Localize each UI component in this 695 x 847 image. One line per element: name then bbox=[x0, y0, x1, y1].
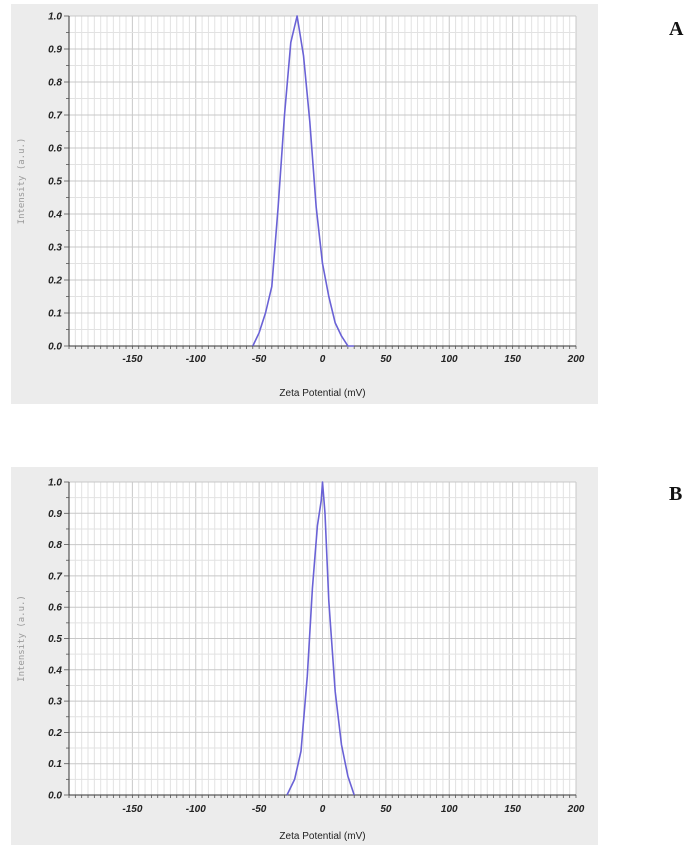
zeta-chart-b: 0.0 0.1 0.2 0.3 0.4 0.5 0.6 0.7 0.8 0.9 1.0 -150 -10… bbox=[17, 478, 585, 843]
panel-label-b: B bbox=[669, 483, 683, 505]
x-tick-label: 50 bbox=[380, 354, 392, 365]
chart-panel-b: 0.0 0.1 0.2 0.3 0.4 0.5 0.6 0.7 0.8 0.9 1.0 -150 -10… bbox=[11, 467, 598, 845]
zeta-chart-a: 0.0 0.1 0.2 0.3 0.4 0.5 0.6 0.7 0.8 0.9 1.0 -150 -10… bbox=[17, 12, 585, 400]
grid bbox=[68, 481, 577, 796]
x-tick-label: -100 bbox=[186, 804, 206, 815]
y-tick-label: 0.6 bbox=[48, 603, 62, 614]
x-axis-label: Zeta Potential (mV) bbox=[279, 831, 365, 842]
y-tick-label: 0.9 bbox=[48, 45, 62, 56]
x-tick-label: 200 bbox=[567, 804, 585, 815]
x-tick-label: -100 bbox=[186, 354, 206, 365]
y-axis-label: Intensity (a.u.) bbox=[17, 595, 27, 682]
y-tick-label: 0.1 bbox=[48, 759, 62, 770]
y-axis-label: Intensity (a.u.) bbox=[17, 138, 27, 225]
y-tick-label: 0.4 bbox=[48, 665, 62, 676]
y-tick-label: 0.9 bbox=[48, 509, 62, 520]
x-axis-label: Zeta Potential (mV) bbox=[279, 388, 365, 399]
series-line bbox=[252, 15, 355, 347]
x-tick-label: -150 bbox=[122, 354, 142, 365]
x-tick-label: 100 bbox=[441, 804, 458, 815]
y-tick-label: 0.5 bbox=[48, 634, 62, 645]
y-tick-label: 0.0 bbox=[48, 342, 62, 353]
y-tick-label: 0.6 bbox=[48, 144, 62, 155]
y-tick-label: 0.7 bbox=[48, 111, 62, 122]
panel-label-a: A bbox=[669, 18, 684, 40]
y-tick-label: 0.3 bbox=[48, 697, 62, 708]
y-tick-label: 0.1 bbox=[48, 309, 62, 320]
x-tick-label: 0 bbox=[320, 354, 326, 365]
y-tick-label: 0.3 bbox=[48, 243, 62, 254]
y-tick-label: 0.2 bbox=[48, 728, 62, 739]
y-tick-label: 0.8 bbox=[48, 540, 62, 551]
x-tick-label: -150 bbox=[122, 804, 142, 815]
y-tick-label: 0.4 bbox=[48, 210, 62, 221]
x-tick-label: -50 bbox=[252, 354, 267, 365]
y-tick-label: 0.5 bbox=[48, 177, 62, 188]
y-tick-label: 1.0 bbox=[48, 478, 62, 489]
series-line bbox=[286, 481, 355, 796]
y-tick-label: 0.2 bbox=[48, 276, 62, 287]
x-tick-label: 200 bbox=[567, 354, 585, 365]
y-tick-label: 1.0 bbox=[48, 12, 62, 23]
x-tick-label: -50 bbox=[252, 804, 267, 815]
x-tick-label: 150 bbox=[504, 354, 521, 365]
x-tick-label: 50 bbox=[380, 804, 392, 815]
grid bbox=[68, 15, 577, 347]
x-tick-label: 100 bbox=[441, 354, 458, 365]
chart-panel-a: 0.0 0.1 0.2 0.3 0.4 0.5 0.6 0.7 0.8 0.9 1.0 -150 -10… bbox=[11, 4, 598, 404]
y-tick-label: 0.8 bbox=[48, 78, 62, 89]
x-tick-label: 0 bbox=[320, 804, 326, 815]
y-tick-label: 0.7 bbox=[48, 571, 62, 582]
x-tick-label: 150 bbox=[504, 804, 521, 815]
y-tick-label: 0.0 bbox=[48, 791, 62, 802]
